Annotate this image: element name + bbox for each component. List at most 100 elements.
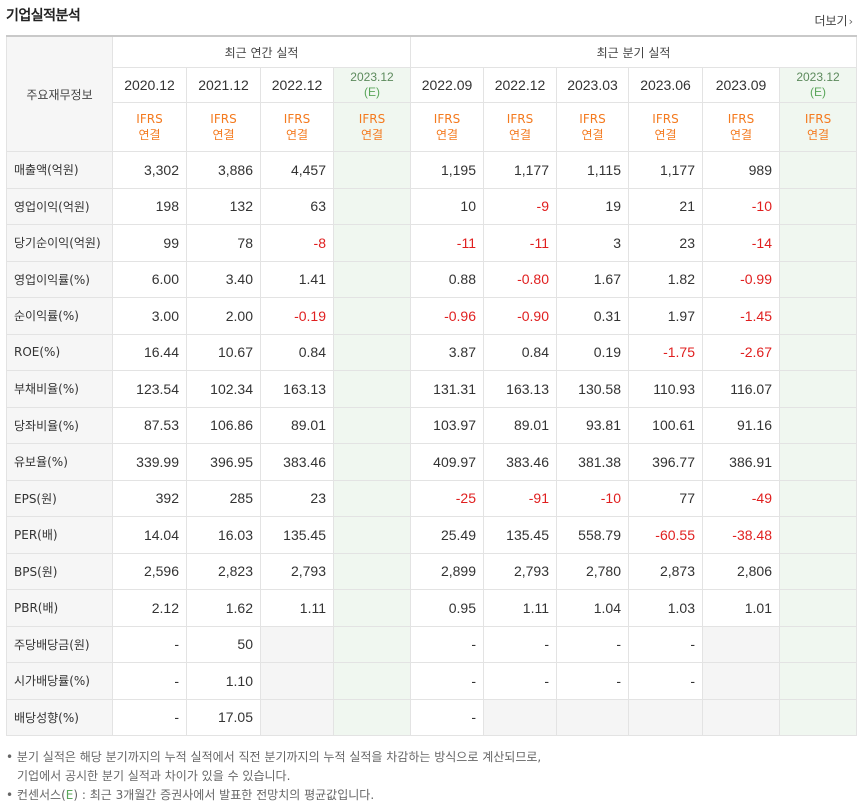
table-row: PBR(배) 2.12 1.62 1.11 0.95 1.11 1.04 1.03 1.01 [6, 589, 858, 627]
table-cell [702, 698, 780, 736]
table-cell [333, 479, 411, 517]
accounting-standard-header: IFRS 연결 [778, 102, 858, 152]
table-cell: -0.99 [702, 260, 780, 298]
table-cell: 2,793 [260, 552, 334, 590]
table-cell: 131.31 [410, 370, 484, 408]
table-cell: 106.86 [186, 406, 261, 444]
table-cell [333, 187, 411, 225]
table-cell: 2,873 [628, 552, 703, 590]
row-label: 당기순이익(억원) [6, 224, 113, 262]
table-cell [333, 260, 411, 298]
table-cell [333, 333, 411, 371]
table-cell: 132 [186, 187, 261, 225]
ifrs-label: IFRS [804, 112, 832, 126]
row-label: PER(배) [6, 516, 113, 554]
table-cell: 163.13 [260, 370, 334, 408]
table-cell: 100.61 [628, 406, 703, 444]
table-cell [333, 297, 411, 335]
table-cell [333, 552, 411, 590]
table-cell [778, 406, 858, 444]
accounting-standard-header: IFRS 연결 [556, 102, 629, 152]
table-cell [333, 625, 411, 663]
table-row: 유보율(%) 339.99 396.95 383.46 409.97 383.46 381.… [6, 443, 858, 481]
table-row: BPS(원) 2,596 2,823 2,793 2,899 2,793 2,780 2,87… [6, 552, 858, 590]
table-cell [702, 662, 780, 700]
footnote-text: 분기 실적은 해당 분기까지의 누적 실적에서 직전 분기까지의 누적 실적을 … [16, 750, 542, 764]
table-cell [260, 698, 334, 736]
table-cell: 0.31 [556, 297, 629, 335]
table-cell: 285 [186, 479, 261, 517]
table-row: 당좌비율(%) 87.53 106.86 89.01 103.97 89.01 93.81 1… [6, 406, 858, 444]
consolidated-label: 연결 [508, 128, 532, 142]
period-date-header: 2020.12 [112, 67, 187, 103]
table-cell [778, 187, 858, 225]
table-cell: 89.01 [260, 406, 334, 444]
consolidated-label: 연결 [654, 128, 677, 142]
financial-table: 주요재무정보 최근 연간 실적 최근 분기 실적 2020.12 2021.12 2… [6, 35, 858, 736]
table-cell: 2,823 [186, 552, 261, 590]
quarterly-group-header: 최근 분기 실적 [409, 35, 858, 68]
table-cell [333, 516, 411, 554]
table-cell: 10 [410, 187, 484, 225]
table-cell: - [410, 662, 484, 700]
table-cell: - [483, 662, 557, 700]
table-cell [628, 698, 703, 736]
row-label: 순이익률(%) [6, 297, 113, 335]
table-cell: 2.12 [112, 589, 187, 627]
table-cell: 2,596 [112, 552, 187, 590]
table-cell: 116.07 [702, 370, 780, 408]
table-cell [702, 625, 780, 663]
consolidated-label: 연결 [138, 128, 161, 142]
table-cell: 99 [112, 224, 187, 262]
table-cell [778, 552, 858, 590]
period-date: 2023.03 [567, 77, 618, 93]
accounting-standard-header: IFRS 연결 [628, 102, 703, 152]
bullet-icon: • [6, 788, 14, 802]
table-cell: - [483, 625, 557, 663]
table-cell: - [556, 625, 629, 663]
ifrs-label: IFRS [727, 112, 755, 126]
consolidated-label: 연결 [581, 128, 604, 142]
row-label: 배당성향(%) [6, 698, 113, 736]
more-label[interactable]: 더보기 [814, 14, 848, 28]
table-cell: -9 [483, 187, 557, 225]
table-cell: 1,195 [410, 151, 484, 189]
table-cell: -10 [702, 187, 780, 225]
table-cell [778, 589, 858, 627]
row-label: ROE(%) [6, 333, 113, 371]
table-cell [778, 662, 858, 700]
table-cell: 198 [112, 187, 187, 225]
table-cell: 1,177 [628, 151, 703, 189]
table-cell: 3 [556, 224, 629, 262]
consolidated-label: 연결 [360, 128, 384, 142]
table-row: 영업이익(억원) 198 132 63 10 -9 19 21 -10 [6, 187, 858, 225]
accounting-standard-header: IFRS 연결 [333, 102, 411, 152]
table-cell: 78 [186, 224, 261, 262]
table-cell: -2.67 [702, 333, 780, 371]
bullet-icon: • [6, 750, 14, 764]
table-row: ROE(%) 16.44 10.67 0.84 3.87 0.84 0.19 -1.75 -2.… [6, 333, 858, 371]
table-cell: 17.05 [186, 698, 261, 736]
table-cell [778, 443, 858, 481]
table-cell: 1.82 [628, 260, 703, 298]
table-cell [333, 443, 411, 481]
row-label: 당좌비율(%) [6, 406, 113, 444]
more-link[interactable]: 더보기› [814, 12, 853, 29]
table-cell: 409.97 [410, 443, 484, 481]
table-cell: 16.44 [112, 333, 187, 371]
table-cell: 25.49 [410, 516, 484, 554]
accounting-standard-header: IFRS 연결 [186, 102, 261, 152]
table-cell [556, 698, 629, 736]
table-cell: 0.84 [260, 333, 334, 371]
period-date-header: 2022.09 [410, 67, 484, 103]
table-cell: 93.81 [556, 406, 629, 444]
table-cell [260, 625, 334, 663]
accounting-standard-header: IFRS 연결 [483, 102, 557, 152]
estimate-mark: (E) [364, 85, 380, 99]
ifrs-label: IFRS [506, 112, 534, 126]
table-cell: 0.19 [556, 333, 629, 371]
table-cell: 1.04 [556, 589, 629, 627]
table-cell: 4,457 [260, 151, 334, 189]
period-date: 2023.12 [350, 70, 394, 84]
table-cell: - [628, 625, 703, 663]
